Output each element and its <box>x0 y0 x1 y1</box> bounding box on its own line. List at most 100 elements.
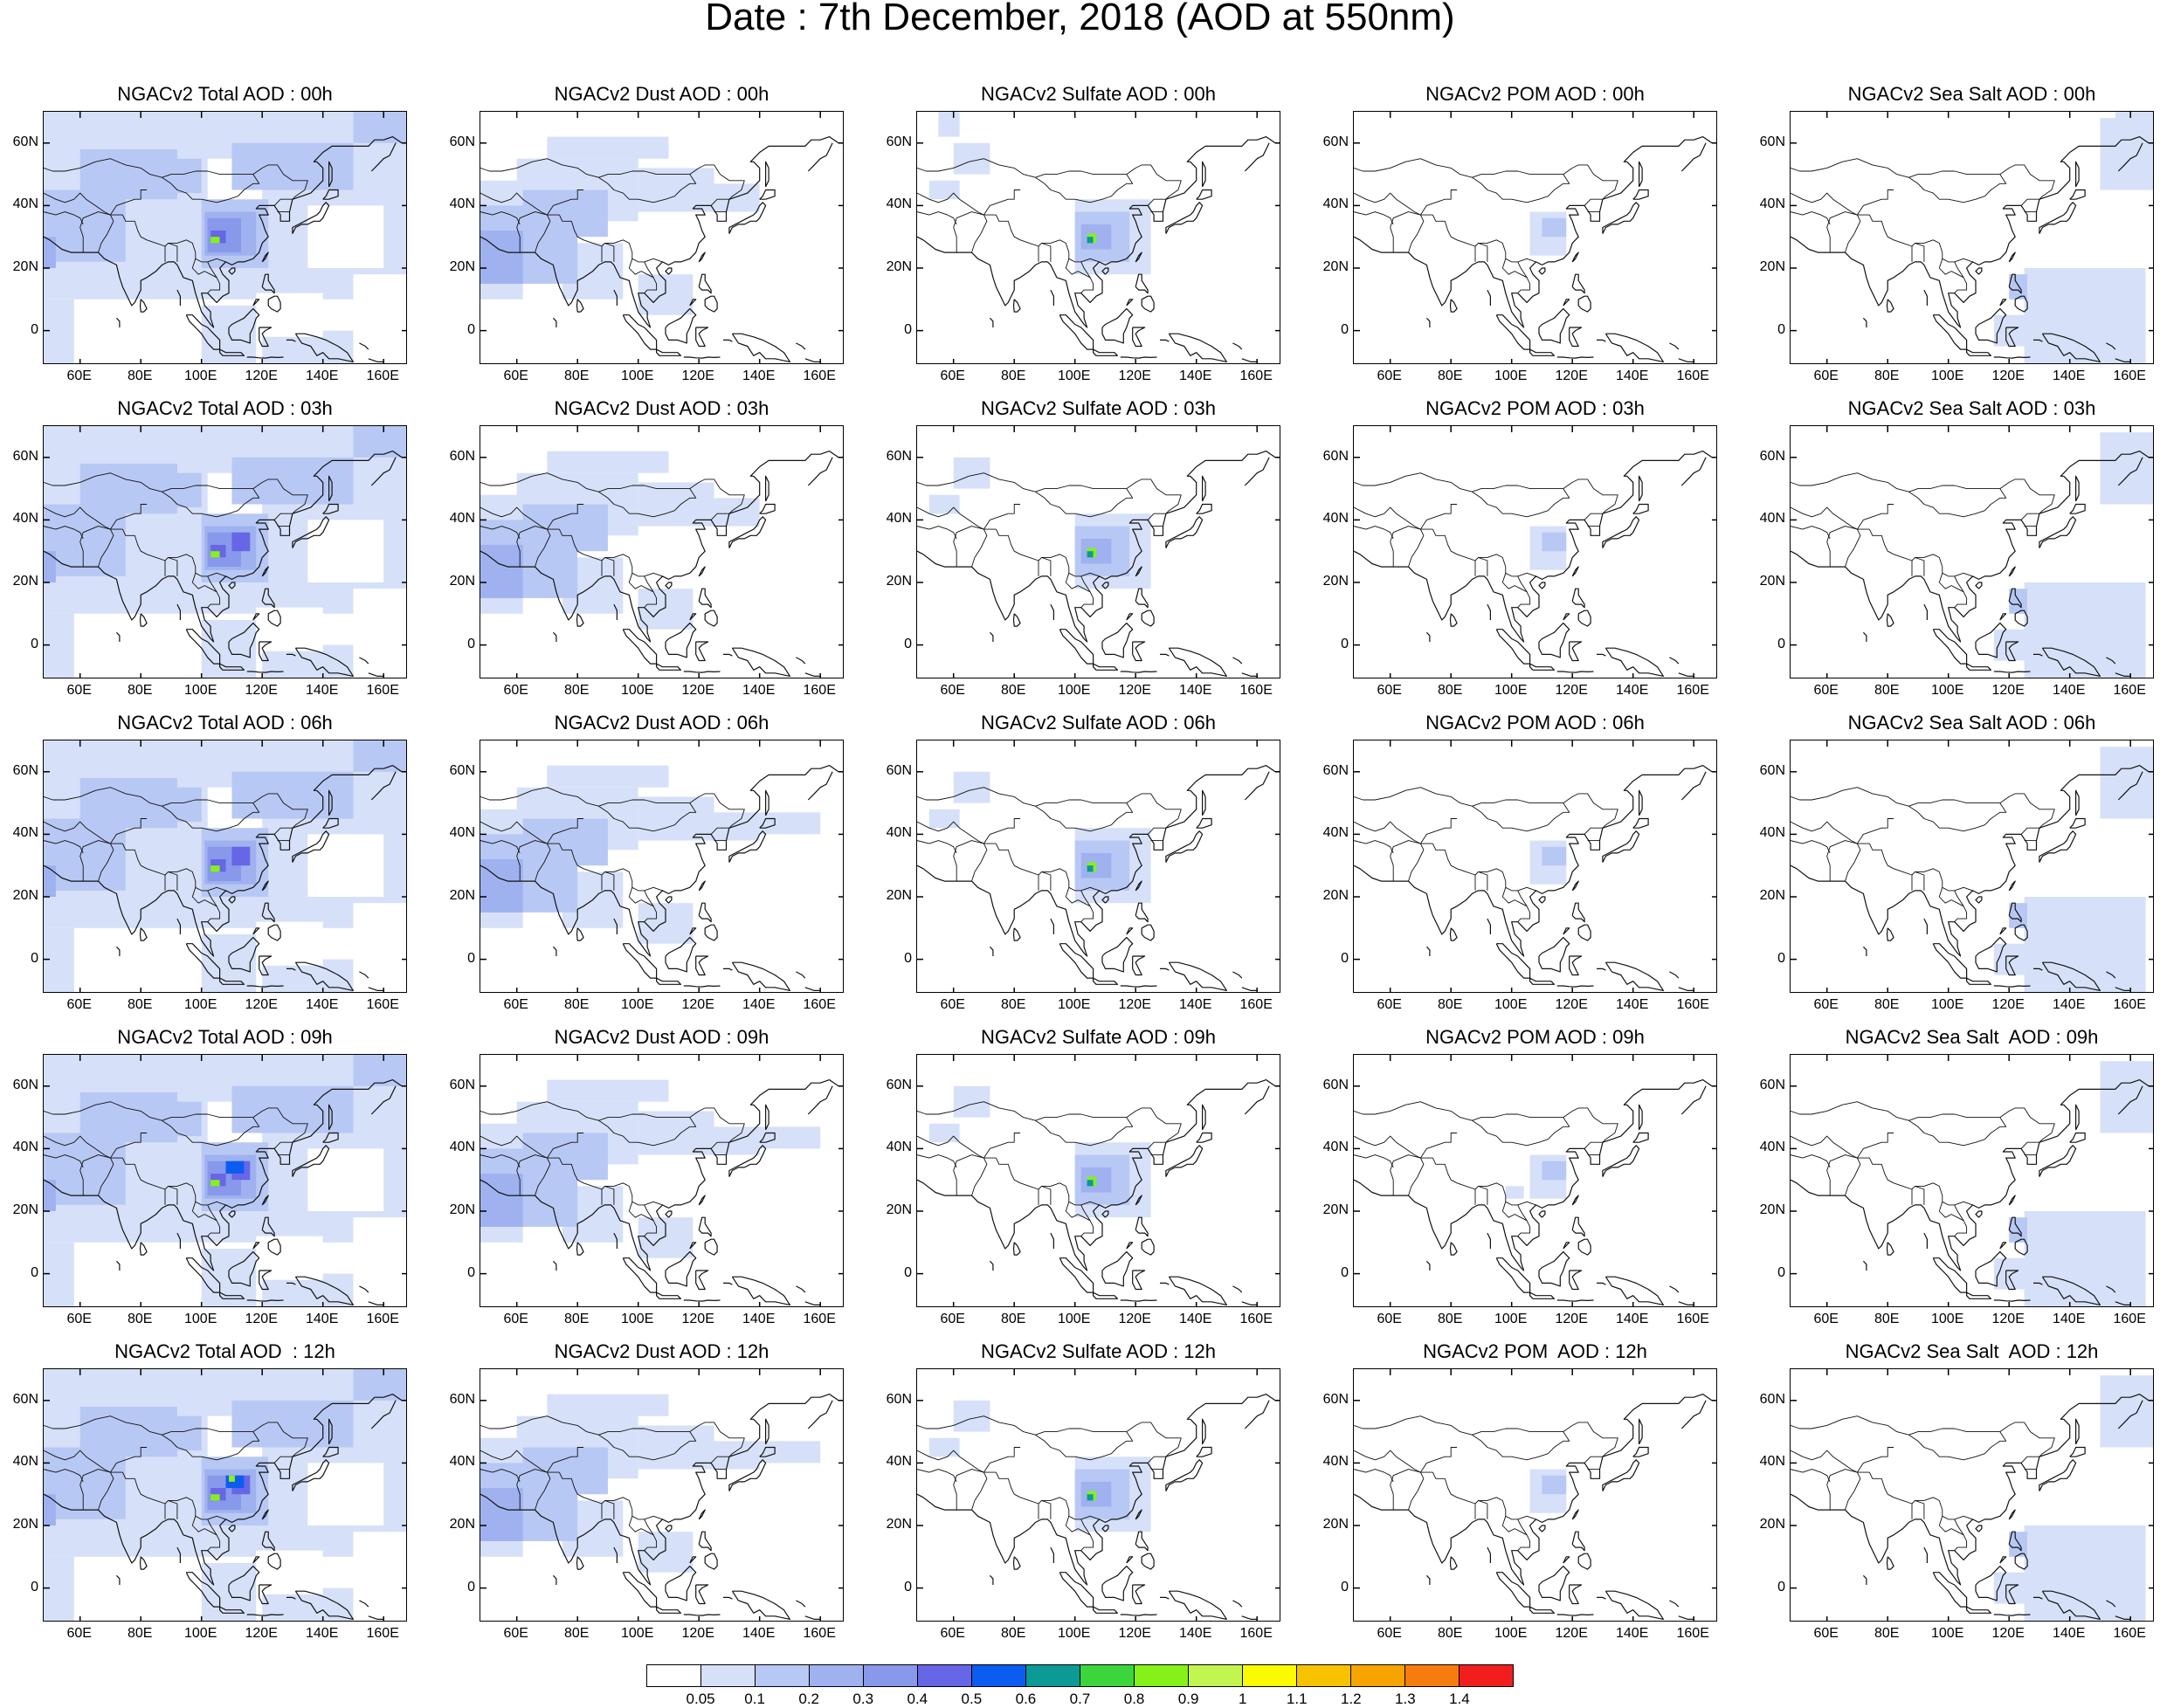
x-tick-label: 120E <box>1991 997 2025 1012</box>
y-tick-label: 60N <box>12 762 38 778</box>
country-border <box>44 1469 84 1483</box>
coastline <box>292 516 330 548</box>
country-border <box>44 158 308 200</box>
country-border <box>917 192 997 216</box>
aod-field-cell <box>522 504 608 552</box>
y-tick-label: 60N <box>12 134 38 149</box>
x-tick-label: 100E <box>184 1312 217 1326</box>
country-border <box>1478 242 1488 262</box>
aod-map <box>1791 740 2153 992</box>
aod-field-cell <box>2100 432 2153 505</box>
colorbar-label: 1.2 <box>1340 1691 1362 1707</box>
coastline <box>322 817 339 829</box>
country-border <box>44 840 84 854</box>
coastline <box>576 1242 584 1256</box>
coastline <box>176 603 181 620</box>
aod-field-cell <box>44 189 126 262</box>
panel-title: NGACv2 Sulfate AOD : 09h <box>980 1026 1217 1048</box>
aod-map <box>1354 1369 1716 1621</box>
coastline <box>731 1276 790 1305</box>
aod-field-cell <box>44 1180 56 1212</box>
country-border <box>273 1141 293 1149</box>
aod-field-cell <box>79 463 177 514</box>
coastline <box>807 142 833 172</box>
y-tick-label: 0 <box>1341 1264 1349 1280</box>
coastline <box>1571 251 1579 263</box>
country-border <box>1041 556 1052 576</box>
country-border <box>953 1469 988 1511</box>
coastline <box>2008 1216 2022 1237</box>
coastline <box>665 937 697 973</box>
aod-field-cell <box>1505 1186 1524 1199</box>
panel-title: NGACv2 Sulfate AOD : 00h <box>980 83 1217 105</box>
y-tick-label: 20N <box>12 574 38 589</box>
colorbar-swatch <box>756 1665 810 1686</box>
coastline <box>1126 613 1134 621</box>
coastline <box>2041 647 2101 677</box>
coastline <box>1160 1282 1170 1285</box>
y-tick-label: 40N <box>886 511 912 527</box>
aod-field-cell <box>353 274 406 315</box>
panel-title: NGACv2 Total AOD : 06h <box>117 712 333 733</box>
aod-field-cell <box>79 1257 141 1293</box>
country-border <box>44 1101 308 1143</box>
coastline <box>252 299 260 306</box>
country-border <box>558 1157 663 1206</box>
map-plot-area <box>1790 740 2154 993</box>
coastline <box>1012 1242 1021 1256</box>
y-tick-label: 40N <box>449 511 475 527</box>
coastline <box>2008 273 2022 294</box>
aod-field-cell <box>79 943 141 979</box>
panel-title: NGACv2 Dust AOD : 03h <box>554 397 769 419</box>
colorbar-swatch <box>1026 1665 1080 1686</box>
y-tick-label: 20N <box>886 888 912 903</box>
coastline <box>176 289 181 306</box>
colorbar-swatch <box>810 1665 864 1686</box>
country-border <box>1791 1101 2055 1143</box>
coastline <box>917 136 1280 328</box>
coastline <box>368 987 384 991</box>
country-border <box>1938 1516 1968 1552</box>
country-border <box>1791 1450 1870 1473</box>
country-border <box>1938 573 1968 609</box>
x-tick-label: 60E <box>940 1312 965 1326</box>
coastline <box>1196 1132 1212 1143</box>
x-tick-label: 140E <box>742 368 776 383</box>
coastline <box>1232 1285 1243 1293</box>
coastline <box>1012 613 1021 627</box>
x-tick-label: 60E <box>1813 997 1839 1012</box>
coastline <box>219 1606 245 1614</box>
aod-field-cell <box>699 812 760 841</box>
coastline <box>576 1556 584 1570</box>
aod-field-cell <box>2100 747 2153 819</box>
x-tick-label: 140E <box>306 1312 339 1326</box>
coastline <box>665 267 673 275</box>
coastline <box>622 1257 658 1293</box>
country-border <box>1390 1154 1425 1196</box>
coastline <box>698 902 712 923</box>
coastline <box>294 961 354 991</box>
coastline <box>1602 1145 1640 1177</box>
country-border <box>207 1204 217 1222</box>
map-panel-total-06h: NGACv2 Total AOD : 06h 60N 40N 20N 0 60E 80E 10… <box>0 712 437 1026</box>
x-tick-label: 100E <box>621 997 654 1012</box>
coastline <box>322 503 339 514</box>
coastline <box>765 161 769 188</box>
coastline <box>259 1584 273 1605</box>
coastline <box>695 1584 709 1605</box>
x-tick-label: 80E <box>563 683 590 698</box>
coastline <box>261 1216 275 1237</box>
y-tick-label: 0 <box>1777 321 1785 337</box>
country-border <box>1915 1185 1925 1205</box>
coastline <box>2033 339 2043 342</box>
coastline <box>1538 1525 1546 1532</box>
country-border <box>1041 242 1052 262</box>
coastline <box>261 1531 275 1552</box>
country-border <box>644 1519 654 1536</box>
coastline <box>552 1574 557 1585</box>
country-border <box>121 1157 226 1206</box>
country-border <box>1584 1456 1603 1464</box>
coastline <box>1141 1238 1155 1256</box>
coastline <box>246 1299 284 1302</box>
